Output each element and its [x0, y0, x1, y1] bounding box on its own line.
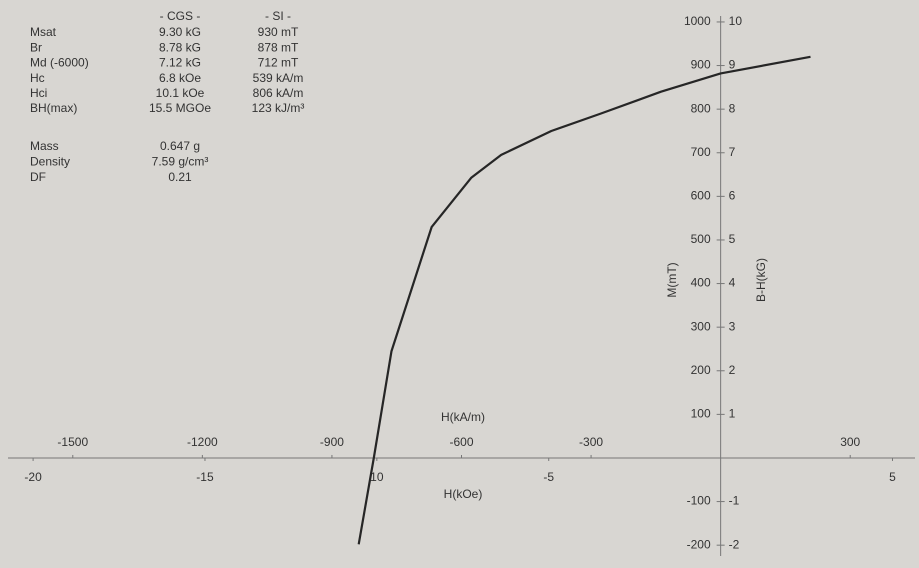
sample-value: 0.647 g: [160, 139, 200, 153]
y2-tick-label: 1: [729, 407, 736, 421]
x2-axis-label: H(kOe): [444, 487, 483, 501]
y2-tick-label: 8: [729, 101, 736, 115]
y-tick-label: 900: [691, 58, 711, 72]
y-axis-label: M(mT): [665, 262, 679, 297]
y2-tick-label: 5: [729, 232, 736, 246]
y2-tick-label: 4: [729, 276, 736, 290]
table-header: - CGS -: [160, 9, 201, 23]
x2-tick-label: -5: [543, 470, 554, 484]
x-tick-label: -900: [320, 435, 344, 449]
y2-tick-label: 3: [729, 319, 736, 333]
y2-tick-label: -2: [729, 537, 740, 551]
sample-name: DF: [30, 170, 46, 184]
property-si: 930 mT: [258, 25, 299, 39]
curve: [357, 55, 811, 545]
property-si: 123 kJ/m³: [252, 101, 305, 115]
y-tick-label: 500: [691, 232, 711, 246]
y-tick-label: 700: [691, 145, 711, 159]
property-si: 806 kA/m: [253, 86, 304, 100]
y-tick-label: -200: [687, 537, 711, 551]
x2-tick-label: -20: [24, 470, 42, 484]
property-name: Md (-6000): [30, 56, 89, 70]
y2-tick-label: 7: [729, 145, 736, 159]
x-axis-label: H(kA/m): [441, 410, 485, 424]
y-tick-label: 800: [691, 101, 711, 115]
property-name: Msat: [30, 25, 57, 39]
property-cgs: 6.8 kOe: [159, 71, 201, 85]
property-cgs: 15.5 MGOe: [149, 101, 211, 115]
y-tick-label: 300: [691, 319, 711, 333]
x2-tick-label: 5: [889, 470, 896, 484]
y-tick-label: -100: [687, 494, 711, 508]
sample-value: 7.59 g/cm³: [152, 155, 209, 169]
x-tick-label: -1200: [187, 435, 218, 449]
y-tick-label: 400: [691, 276, 711, 290]
table-header: - SI -: [265, 9, 291, 23]
property-cgs: 7.12 kG: [159, 56, 201, 70]
property-cgs: 8.78 kG: [159, 40, 201, 54]
y2-tick-label: -1: [729, 494, 740, 508]
x2-tick-label: 10: [370, 470, 384, 484]
y2-tick-label: 6: [729, 189, 736, 203]
property-name: Hc: [30, 71, 45, 85]
y2-tick-label: 10: [729, 14, 743, 28]
x-tick-label: -1500: [57, 435, 88, 449]
x-tick-label: 300: [840, 435, 860, 449]
sample-value: 0.21: [168, 170, 192, 184]
property-cgs: 9.30 kG: [159, 25, 201, 39]
y-tick-label: 600: [691, 189, 711, 203]
x-tick-label: -300: [579, 435, 603, 449]
property-name: Br: [30, 40, 42, 54]
sample-name: Density: [30, 155, 70, 169]
property-si: 712 mT: [258, 56, 299, 70]
property-name: BH(max): [30, 101, 77, 115]
y2-tick-label: 2: [729, 363, 736, 377]
sample-name: Mass: [30, 139, 59, 153]
y2-axis-label: B-H(kG): [754, 258, 768, 302]
property-si: 539 kA/m: [253, 71, 304, 85]
y-tick-label: 1000: [684, 14, 711, 28]
property-cgs: 10.1 kOe: [156, 86, 205, 100]
y-tick-label: 100: [691, 407, 711, 421]
property-si: 878 mT: [258, 40, 299, 54]
y2-tick-label: 9: [729, 58, 736, 72]
x2-tick-label: -15: [196, 470, 214, 484]
x-tick-label: -600: [449, 435, 473, 449]
property-name: Hci: [30, 86, 47, 100]
y-tick-label: 200: [691, 363, 711, 377]
